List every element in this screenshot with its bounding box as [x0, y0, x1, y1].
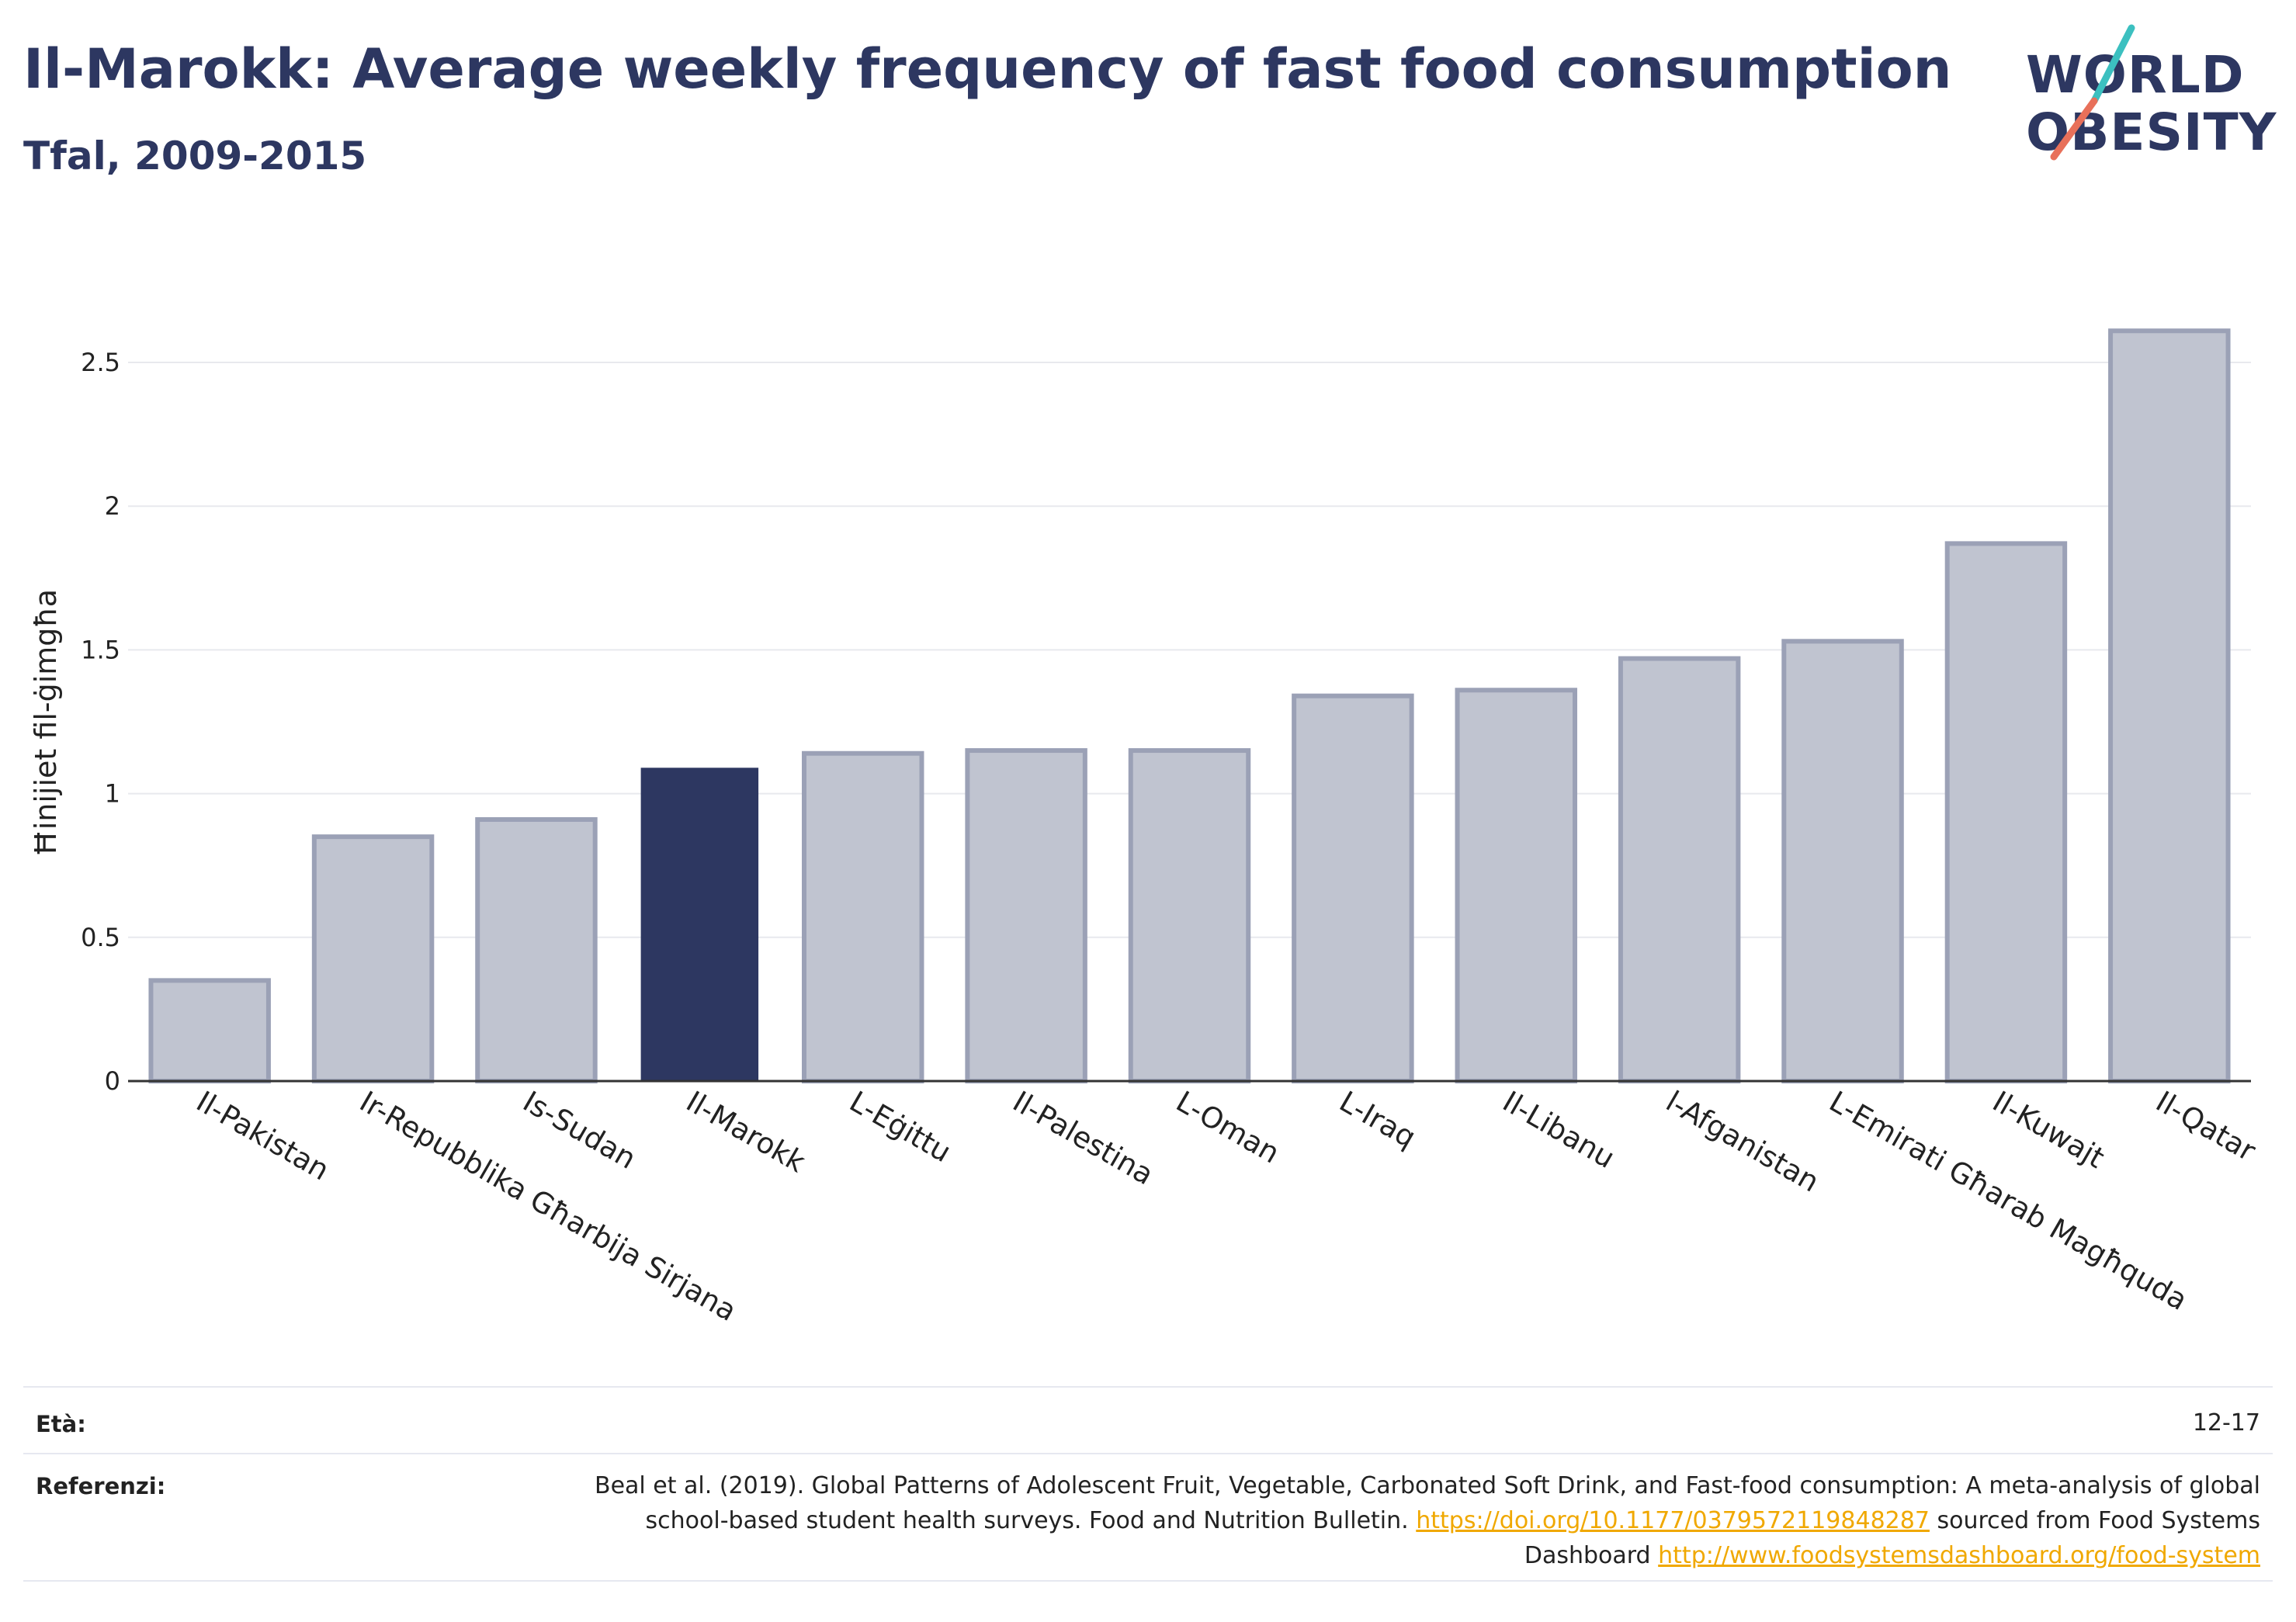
bar-il-palestina[interactable]	[965, 748, 1087, 1083]
logo-slash-bottom	[2050, 97, 2098, 161]
bar-is-sudan[interactable]	[475, 816, 598, 1083]
bar-il-marokk[interactable]	[640, 768, 759, 1081]
bar-l-oman[interactable]	[1128, 748, 1251, 1083]
bar-chart: 00.511.522.5Il-Pakistan Ir-Repubblika Għa…	[29, 328, 2262, 1328]
doi-link[interactable]: https://doi.org/10.1177/0379572119848287	[1416, 1507, 1930, 1534]
bar-il-qatar[interactable]	[2108, 328, 2231, 1084]
bar-l-emirati-g-arab-mag-quda[interactable]	[1781, 639, 1904, 1083]
x-tick-label: Il-Pakistan	[191, 1085, 335, 1187]
logo-slash-top	[2090, 24, 2135, 105]
bar-il-libanu[interactable]	[1455, 688, 1578, 1083]
world-obesity-logo: WORLD OBESITY	[2026, 23, 2282, 163]
y-tick-label: 0.5	[81, 923, 120, 952]
x-tick-label: L-Iraq	[1334, 1085, 1421, 1155]
y-axis-label: Ħinijiet fil-ġimgħa	[29, 589, 63, 857]
footer-divider-middle	[23, 1453, 2273, 1454]
x-tick-label: Il-Qatar	[2150, 1085, 2262, 1169]
x-tick-label: L-Oman	[1171, 1085, 1285, 1170]
logo-word-world: WORLD	[2026, 45, 2245, 105]
reference-citation: Beal et al. (2019). Global Patterns of A…	[594, 1472, 2260, 1534]
chart-subtitle: Tfal, 2009-2015	[23, 133, 367, 178]
y-tick-label: 2.5	[81, 348, 120, 377]
bar-l-afganistan[interactable]	[1618, 656, 1741, 1083]
x-tick-label: Il-Libanu	[1497, 1085, 1621, 1175]
x-tick-label: Is-Sudan	[517, 1085, 641, 1176]
bar-il-kuwajt[interactable]	[1944, 541, 2068, 1083]
y-tick-label: 0	[105, 1066, 120, 1096]
x-tick-label: Il-Marokk	[681, 1085, 811, 1180]
age-label: Età:	[36, 1411, 86, 1437]
footer-divider-bottom	[23, 1580, 2273, 1582]
bar-l-iraq[interactable]	[1292, 693, 1414, 1084]
y-tick-label: 2	[105, 491, 120, 521]
reference-source: sourced from Food Systems Dashboard	[1524, 1507, 2260, 1569]
logo-slash-icon	[2050, 24, 2135, 161]
x-tick-label: L-Eġittu	[844, 1085, 956, 1170]
bar-ir-repubblika-g-arbija-sirjana[interactable]	[311, 834, 435, 1084]
references-label: Referenzi:	[36, 1473, 166, 1499]
references-text: Beal et al. (2019). Global Patterns of A…	[591, 1468, 2260, 1573]
x-tick-label: Il-Kuwajt	[1987, 1085, 2110, 1175]
bar-il-pakistan[interactable]	[148, 978, 271, 1083]
footer-divider-top	[23, 1386, 2273, 1388]
x-tick-label: Il-Palestina	[1008, 1085, 1160, 1192]
bars	[148, 328, 2231, 1084]
y-tick-label: 1.5	[81, 635, 120, 664]
bar-l-e-ittu[interactable]	[801, 750, 924, 1083]
dashboard-link[interactable]: http://www.foodsystemsdashboard.org/food…	[1658, 1542, 2260, 1569]
chart-title: Il-Marokk: Average weekly frequency of f…	[23, 37, 1952, 101]
x-tick-label: l-Afganistan	[1660, 1085, 1825, 1199]
age-value: 12-17	[2192, 1409, 2260, 1437]
y-tick-label: 1	[105, 779, 120, 809]
